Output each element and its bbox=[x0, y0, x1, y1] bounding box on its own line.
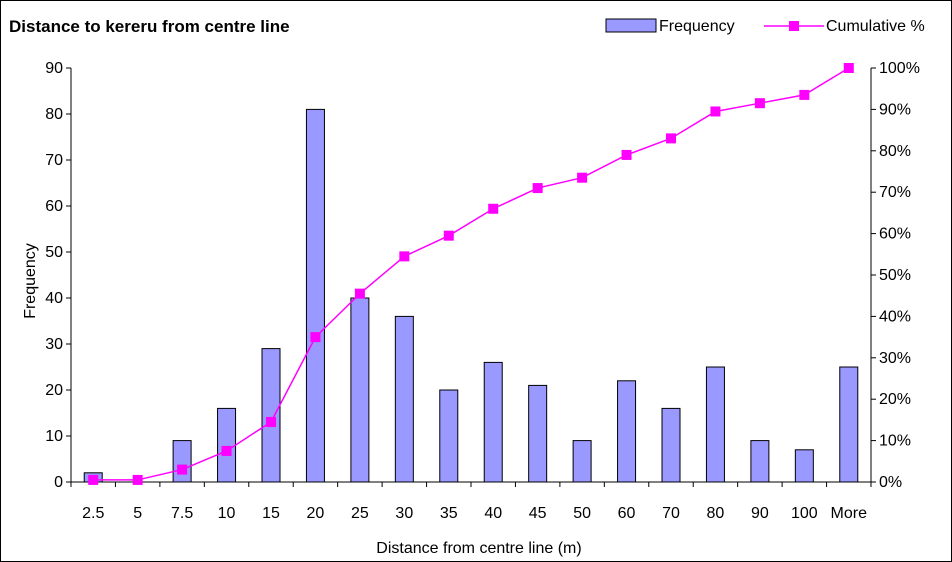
bar bbox=[750, 440, 770, 483]
legend-frequency-swatch bbox=[605, 18, 657, 33]
bar bbox=[217, 407, 237, 483]
x-tick-label: 80 bbox=[707, 505, 725, 522]
bar bbox=[439, 389, 459, 483]
x-tick-label: 5 bbox=[133, 505, 142, 522]
bar bbox=[305, 108, 325, 483]
x-tick-label: 70 bbox=[662, 505, 680, 522]
cumulative-point bbox=[843, 63, 854, 73]
y-tick-label-left: 20 bbox=[45, 382, 63, 399]
legend-cumulative-marker bbox=[789, 21, 799, 31]
bar bbox=[572, 440, 592, 483]
cumulative-point bbox=[710, 106, 721, 117]
bar bbox=[350, 297, 370, 483]
x-tick-label: 90 bbox=[751, 505, 769, 522]
x-tick-label: 50 bbox=[573, 505, 591, 522]
y-tick-label-right: 80% bbox=[879, 143, 911, 160]
bar bbox=[261, 348, 281, 483]
x-tick-label: 100 bbox=[791, 505, 818, 522]
cumulative-point bbox=[221, 445, 232, 456]
bar bbox=[172, 440, 192, 483]
x-tick-label: 7.5 bbox=[171, 505, 193, 522]
y-tick-label-left: 80 bbox=[45, 106, 63, 123]
plot-area: 0 10 20 30 40 50 60 70 80 90 0% 10% 20% 30% 40% 50% 60% 7… bbox=[45, 60, 920, 522]
bar bbox=[794, 449, 814, 483]
x-tick-label: 20 bbox=[307, 505, 325, 522]
y-tick-label-right: 50% bbox=[879, 267, 911, 284]
bar bbox=[705, 366, 725, 483]
y-tick-label-left: 50 bbox=[45, 244, 63, 261]
cumulative-point bbox=[132, 474, 143, 485]
legend-frequency-label: Frequency bbox=[659, 18, 735, 35]
cumulative-point bbox=[488, 203, 499, 214]
cumulative-point bbox=[532, 183, 543, 194]
y-tick-label-left: 30 bbox=[45, 336, 63, 353]
bar bbox=[483, 361, 503, 483]
bar bbox=[528, 384, 548, 483]
cumulative-point bbox=[177, 464, 188, 475]
bar bbox=[661, 407, 681, 483]
bar bbox=[394, 315, 414, 483]
cumulative-line bbox=[93, 67, 850, 481]
cumulative-point bbox=[621, 149, 632, 160]
y-tick-label-right: 0% bbox=[879, 474, 902, 491]
y-tick-label-left: 60 bbox=[45, 198, 63, 215]
x-tick-label: 40 bbox=[484, 505, 502, 522]
x-axis-title: Distance from centre line (m) bbox=[376, 540, 581, 557]
y-axis-title: Frequency bbox=[22, 243, 39, 319]
x-tick-label: 25 bbox=[351, 505, 369, 522]
cumulative-point bbox=[354, 288, 365, 299]
bar bbox=[617, 380, 637, 483]
x-tick-label: 35 bbox=[440, 505, 458, 522]
y-tick-label-right: 40% bbox=[879, 308, 911, 325]
bar bbox=[839, 366, 859, 483]
y-tick-label-right: 10% bbox=[879, 433, 911, 450]
x-tick-label: 15 bbox=[262, 505, 280, 522]
cumulative-point bbox=[310, 332, 321, 343]
y-tick-label-right: 30% bbox=[879, 350, 911, 367]
cumulative-point bbox=[443, 230, 454, 241]
cumulative-point bbox=[799, 89, 810, 100]
y-tick-label-right: 60% bbox=[879, 226, 911, 243]
y-tick-label-left: 0 bbox=[54, 474, 63, 491]
cumulative-point bbox=[666, 133, 676, 144]
chart-title: Distance to kereru from centre line bbox=[9, 17, 290, 36]
cumulative-point bbox=[266, 416, 276, 427]
y-tick-label-left: 70 bbox=[45, 152, 63, 169]
x-tick-label: 60 bbox=[618, 505, 636, 522]
cumulative-point bbox=[399, 251, 410, 262]
x-tick-label: 2.5 bbox=[82, 505, 104, 522]
cumulative-point bbox=[577, 172, 588, 183]
x-tick-label: More bbox=[831, 505, 868, 522]
y-tick-label-left: 40 bbox=[45, 290, 63, 307]
y-tick-label-right: 70% bbox=[879, 184, 911, 201]
legend-cumulative-label: Cumulative % bbox=[826, 18, 925, 35]
y-tick-label-right: 100% bbox=[879, 60, 920, 77]
x-tick-label: 30 bbox=[395, 505, 413, 522]
cumulative-point bbox=[754, 98, 765, 109]
cumulative-point bbox=[88, 474, 99, 485]
x-tick-label: 45 bbox=[529, 505, 547, 522]
x-tick-label: 10 bbox=[218, 505, 236, 522]
legend: Frequency Cumulative % bbox=[605, 18, 925, 35]
y-tick-label-right: 90% bbox=[879, 101, 911, 118]
y-tick-label-left: 10 bbox=[45, 428, 63, 445]
y-tick-label-right: 20% bbox=[879, 391, 911, 408]
y-tick-label-left: 90 bbox=[45, 60, 63, 77]
